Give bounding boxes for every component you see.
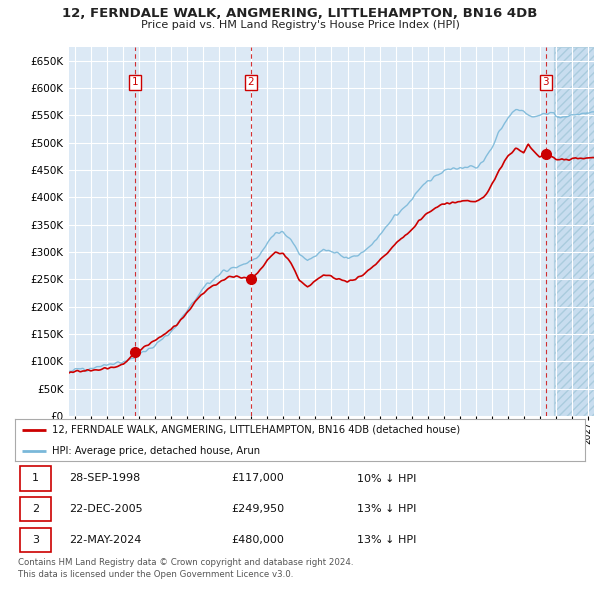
Text: 3: 3 [542,77,549,87]
Text: 1: 1 [32,474,39,483]
Text: 12, FERNDALE WALK, ANGMERING, LITTLEHAMPTON, BN16 4DB (detached house): 12, FERNDALE WALK, ANGMERING, LITTLEHAMP… [52,425,460,434]
Text: 28-SEP-1998: 28-SEP-1998 [69,474,140,483]
Text: £117,000: £117,000 [232,474,284,483]
FancyBboxPatch shape [20,527,51,552]
Text: 13% ↓ HPI: 13% ↓ HPI [357,535,416,545]
Text: 1: 1 [132,77,139,87]
Text: 2: 2 [248,77,254,87]
Text: HPI: Average price, detached house, Arun: HPI: Average price, detached house, Arun [52,446,260,455]
Text: £480,000: £480,000 [232,535,284,545]
Bar [554,47,594,416]
Text: 22-MAY-2024: 22-MAY-2024 [69,535,142,545]
Text: 13% ↓ HPI: 13% ↓ HPI [357,504,416,514]
FancyBboxPatch shape [20,466,51,491]
Text: 3: 3 [32,535,39,545]
Text: 2: 2 [32,504,39,514]
Text: Contains HM Land Registry data © Crown copyright and database right 2024.
This d: Contains HM Land Registry data © Crown c… [18,558,353,579]
FancyBboxPatch shape [20,497,51,522]
Text: 12, FERNDALE WALK, ANGMERING, LITTLEHAMPTON, BN16 4DB: 12, FERNDALE WALK, ANGMERING, LITTLEHAMP… [62,7,538,20]
Bar [554,47,594,416]
Text: 10% ↓ HPI: 10% ↓ HPI [357,474,416,483]
Text: 22-DEC-2005: 22-DEC-2005 [69,504,143,514]
Text: £249,950: £249,950 [232,504,285,514]
Text: Price paid vs. HM Land Registry's House Price Index (HPI): Price paid vs. HM Land Registry's House … [140,20,460,30]
